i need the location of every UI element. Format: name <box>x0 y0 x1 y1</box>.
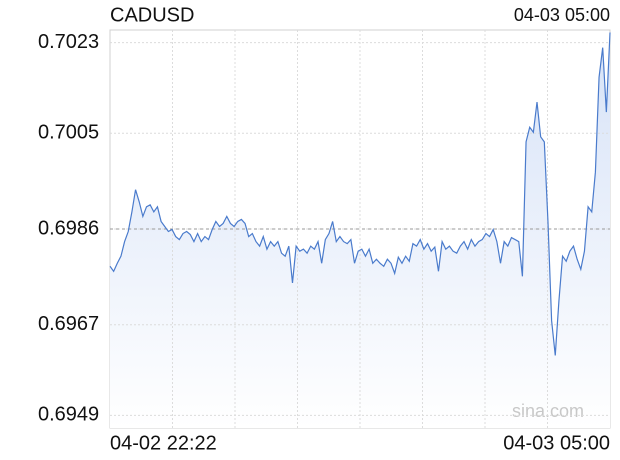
x-tick-label: 04-02 22:22 <box>110 432 217 454</box>
area-fill <box>110 32 610 429</box>
y-tick-label: 0.7005 <box>38 122 99 144</box>
y-tick-label: 0.7023 <box>38 31 99 53</box>
watermark: sina.com <box>512 401 584 421</box>
timestamp: 04-03 05:00 <box>514 5 610 25</box>
y-tick-label: 0.6986 <box>38 217 99 239</box>
y-tick-label: 0.6949 <box>38 404 99 426</box>
price-line <box>109 32 611 356</box>
y-tick-label: 0.6967 <box>38 313 99 335</box>
chart-title: CADUSD <box>110 4 194 26</box>
x-tick-label: 04-03 05:00 <box>503 432 610 454</box>
